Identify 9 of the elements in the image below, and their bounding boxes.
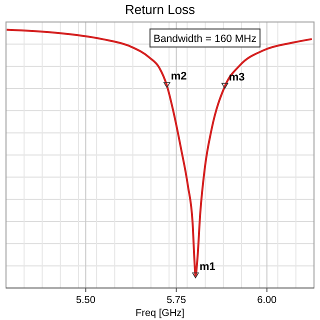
x-tick-label: 5.75 — [166, 295, 186, 306]
annotation: m1 — [200, 260, 216, 273]
x-axis-title: Freq [GHz] — [136, 308, 185, 319]
annotation: Bandwidth = 160 MHz — [153, 33, 257, 45]
x-tick-label: 6.00 — [257, 295, 278, 306]
chart-title: Return Loss — [124, 2, 196, 17]
annotation: m2 — [170, 70, 187, 83]
annotation: m3 — [228, 71, 245, 84]
x-tick-label: 5.50 — [76, 295, 96, 306]
